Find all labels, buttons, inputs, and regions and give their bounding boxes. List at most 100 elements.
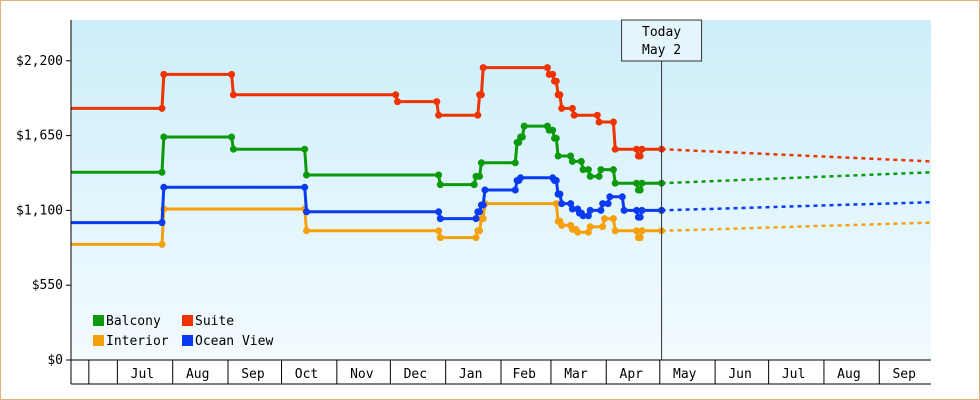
legend-item-interior[interactable]: Interior [93, 334, 169, 349]
balcony-point[interactable] [552, 134, 560, 142]
ocean-view-point[interactable] [481, 186, 489, 194]
suite-point[interactable] [160, 70, 168, 78]
suite-point[interactable] [633, 145, 641, 153]
suite-point[interactable] [477, 91, 485, 99]
suite-point[interactable] [229, 91, 237, 99]
interior-point[interactable] [609, 215, 617, 223]
balcony-point[interactable] [595, 172, 603, 180]
interior-point[interactable] [303, 227, 310, 235]
ocean-view-point[interactable] [511, 186, 519, 194]
ocean-view-point[interactable] [558, 200, 566, 208]
balcony-point[interactable] [567, 152, 575, 160]
suite-point[interactable] [570, 111, 578, 119]
balcony-point[interactable] [636, 186, 644, 194]
legend-item-ocean-view[interactable]: Ocean View [182, 334, 273, 349]
suite-point[interactable] [435, 111, 443, 119]
suite-point[interactable] [611, 145, 619, 153]
ocean-view-point[interactable] [479, 201, 487, 209]
ocean-view-point[interactable] [552, 177, 560, 184]
ocean-view-point[interactable] [436, 215, 444, 223]
interior-point[interactable] [558, 221, 566, 229]
balcony-point[interactable] [515, 138, 523, 146]
balcony-point[interactable] [568, 157, 576, 165]
legend-item-suite[interactable]: Suite [182, 314, 234, 329]
suite-point[interactable] [552, 77, 560, 85]
legend-item-balcony[interactable]: Balcony [93, 314, 161, 329]
interior-point[interactable] [584, 228, 592, 236]
suite-point[interactable] [636, 152, 644, 160]
ocean-view-point[interactable] [158, 219, 166, 227]
balcony-point[interactable] [476, 172, 484, 180]
balcony-point[interactable] [477, 159, 485, 167]
interior-point[interactable] [436, 234, 444, 242]
balcony-point[interactable] [584, 166, 592, 174]
interior-point[interactable] [636, 234, 644, 242]
ocean-view-point[interactable] [301, 183, 309, 191]
suite-point[interactable] [595, 118, 603, 126]
ocean-view-point[interactable] [476, 208, 484, 216]
interior-point[interactable] [158, 240, 166, 248]
ocean-view-point[interactable] [599, 200, 607, 208]
suite-point[interactable] [556, 91, 564, 99]
ocean-view-point[interactable] [567, 200, 575, 208]
ocean-view-point[interactable] [618, 193, 626, 201]
balcony-point[interactable] [228, 133, 236, 141]
balcony-point[interactable] [301, 145, 309, 153]
ocean-view-point[interactable] [435, 208, 443, 216]
balcony-point[interactable] [611, 179, 619, 187]
balcony-point[interactable] [549, 126, 557, 134]
balcony-point[interactable] [470, 181, 478, 189]
ocean-view-point[interactable] [568, 205, 576, 213]
interior-point[interactable] [479, 215, 487, 223]
balcony-point[interactable] [586, 172, 594, 180]
balcony-point[interactable] [518, 133, 526, 141]
balcony-point[interactable] [158, 168, 166, 176]
ocean-view-point[interactable] [586, 206, 594, 214]
suite-point[interactable] [543, 64, 551, 72]
balcony-point[interactable] [609, 166, 617, 174]
ocean-view-point[interactable] [517, 174, 525, 182]
interior-point[interactable] [599, 223, 607, 231]
balcony-point[interactable] [436, 181, 444, 189]
suite-point[interactable] [394, 98, 401, 106]
interior-point[interactable] [552, 200, 560, 208]
suite-point[interactable] [549, 70, 557, 78]
balcony-point[interactable] [554, 152, 562, 160]
suite-point[interactable] [392, 91, 400, 99]
interior-point[interactable] [435, 227, 443, 235]
balcony-point[interactable] [511, 159, 519, 167]
interior-point[interactable] [633, 227, 641, 235]
suite-point[interactable] [474, 111, 482, 119]
balcony-point[interactable] [633, 179, 641, 187]
interior-point[interactable] [601, 215, 608, 223]
balcony-point[interactable] [435, 171, 443, 179]
balcony-point[interactable] [579, 166, 587, 174]
ocean-view-point[interactable] [584, 212, 592, 220]
suite-point[interactable] [479, 64, 487, 72]
suite-point[interactable] [558, 104, 566, 112]
interior-point[interactable] [476, 227, 484, 235]
balcony-point[interactable] [638, 179, 646, 187]
balcony-point[interactable] [577, 157, 585, 165]
suite-point[interactable] [638, 145, 646, 153]
suite-point[interactable] [228, 70, 236, 78]
suite-point[interactable] [593, 111, 601, 119]
ocean-view-point[interactable] [472, 215, 480, 223]
ocean-view-point[interactable] [638, 206, 646, 214]
suite-point[interactable] [158, 104, 166, 112]
suite-point[interactable] [609, 118, 617, 126]
interior-point[interactable] [638, 227, 646, 235]
balcony-point[interactable] [303, 171, 310, 179]
interior-point[interactable] [611, 227, 619, 235]
interior-point[interactable] [574, 228, 582, 236]
ocean-view-point[interactable] [556, 190, 564, 198]
ocean-view-point[interactable] [604, 200, 612, 208]
interior-point[interactable] [472, 234, 480, 242]
ocean-view-point[interactable] [633, 206, 641, 214]
ocean-view-point[interactable] [636, 213, 644, 221]
balcony-point[interactable] [160, 133, 168, 141]
ocean-view-point[interactable] [303, 208, 310, 216]
balcony-point[interactable] [597, 166, 605, 174]
ocean-view-point[interactable] [606, 193, 614, 201]
balcony-point[interactable] [229, 145, 237, 153]
